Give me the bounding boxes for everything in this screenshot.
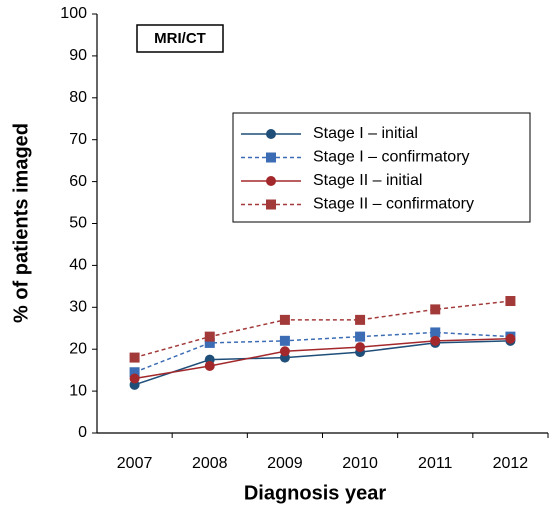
y-axis-label: % of patients imaged: [10, 123, 32, 323]
y-tick-label: 70: [69, 131, 87, 148]
marker: [129, 352, 140, 363]
y-tick-label: 0: [78, 424, 87, 441]
marker: [204, 360, 215, 371]
legend-box: [232, 112, 531, 223]
legend-label: Stage I – confirmatory: [313, 149, 470, 166]
y-tick-label: 80: [69, 89, 87, 106]
marker: [204, 337, 215, 348]
marker: [279, 346, 290, 357]
marker: [266, 152, 276, 163]
marker: [279, 335, 290, 346]
marker: [129, 373, 140, 384]
x-tick-label: 2011: [418, 455, 453, 472]
x-axis-label: Diagnosis year: [244, 482, 387, 504]
series-line: [134, 331, 511, 373]
y-tick-label: 60: [69, 173, 87, 190]
marker: [266, 199, 276, 210]
series-line: [134, 340, 511, 386]
marker: [266, 129, 276, 139]
y-tick-label: 30: [69, 299, 87, 316]
marker: [430, 327, 441, 338]
legend-label: Stage II – confirmatory: [313, 196, 474, 213]
marker: [266, 176, 276, 186]
x-tick-label: 2010: [342, 455, 378, 472]
marker: [430, 335, 441, 346]
x-tick-label: 2008: [192, 455, 228, 472]
series-line: [134, 337, 511, 380]
annotation: MRI/CT: [154, 30, 206, 47]
y-tick-label: 90: [69, 47, 87, 64]
annotation-box: [136, 24, 224, 53]
series-line: [134, 300, 511, 359]
x-tick-label: 2012: [493, 455, 529, 472]
marker: [355, 342, 366, 353]
x-tick-label: 2009: [267, 455, 303, 472]
legend-label: Stage I – initial: [313, 125, 418, 142]
y-tick-label: 10: [69, 382, 87, 399]
marker: [505, 333, 516, 344]
y-tick-label: 40: [69, 257, 87, 274]
x-tick-label: 2007: [117, 455, 153, 472]
marker: [505, 296, 516, 307]
marker: [204, 331, 215, 342]
marker: [355, 331, 366, 342]
y-tick-label: 100: [60, 5, 87, 22]
marker: [355, 314, 366, 325]
marker: [279, 314, 290, 325]
marker: [430, 304, 441, 315]
marker: [129, 367, 140, 378]
y-tick-label: 20: [69, 340, 87, 357]
legend-label: Stage II – initial: [313, 172, 422, 189]
y-tick-label: 50: [69, 215, 87, 232]
